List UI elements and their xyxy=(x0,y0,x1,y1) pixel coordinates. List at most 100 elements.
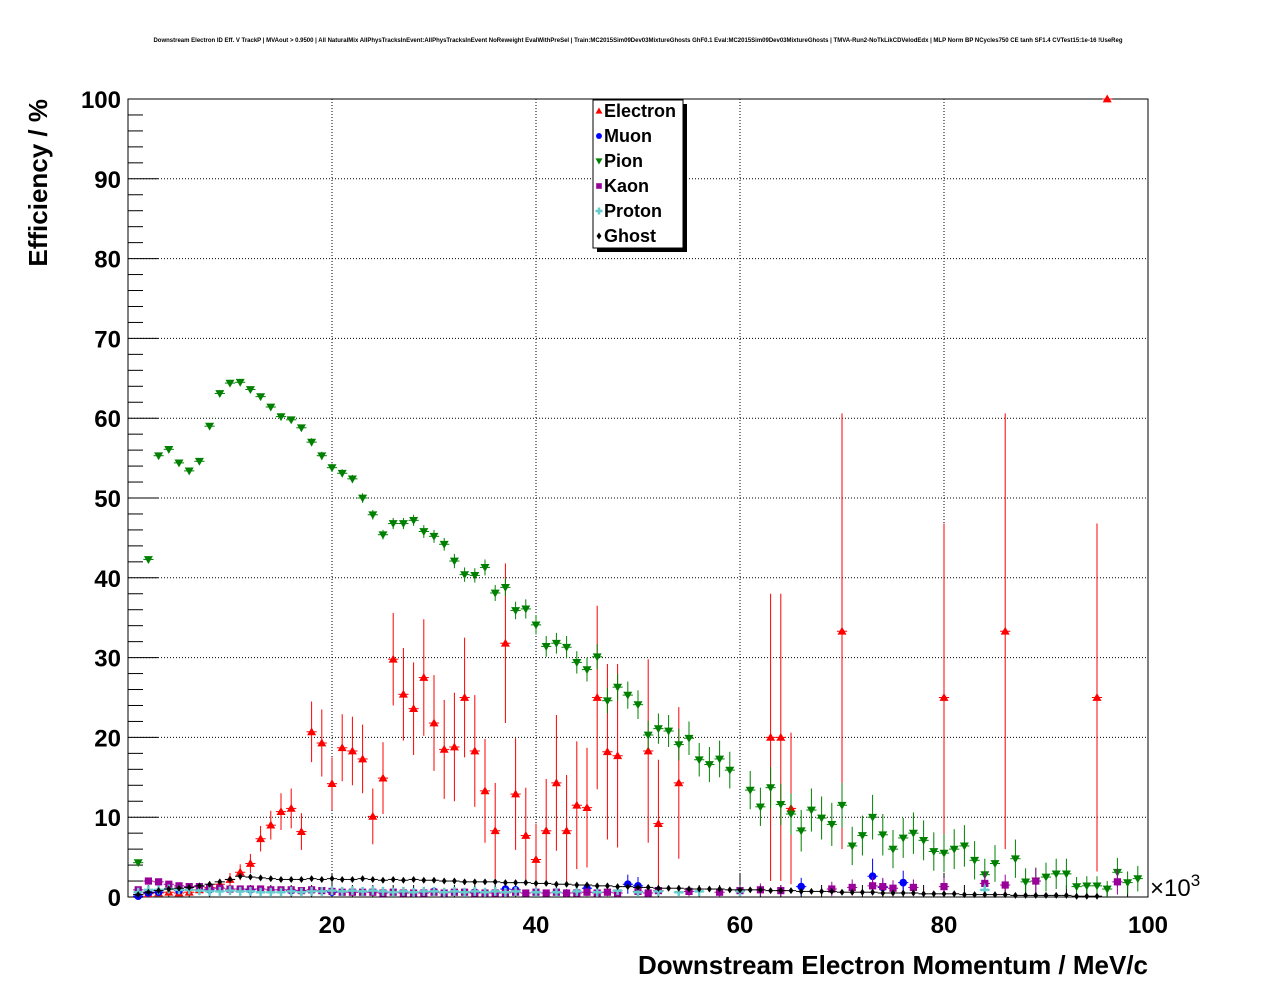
data-point xyxy=(368,886,378,896)
data-point xyxy=(480,564,490,572)
data-point xyxy=(727,886,733,894)
data-point xyxy=(258,874,264,882)
data-series xyxy=(133,94,1143,901)
data-point xyxy=(439,540,449,549)
data-point xyxy=(296,424,306,433)
data-point xyxy=(194,457,204,466)
data-point xyxy=(235,378,245,387)
data-point xyxy=(604,882,610,890)
data-point xyxy=(992,891,998,899)
data-point xyxy=(633,701,643,710)
data-point xyxy=(582,803,592,811)
data-point xyxy=(776,801,786,809)
tick-labels: 0 10 20 30 40 50 60 70 80 90 100 20 40 60 80 100 xyxy=(81,87,1168,939)
data-point xyxy=(327,464,337,473)
legend-entry-proton: Proton xyxy=(595,201,662,221)
data-point xyxy=(307,727,317,736)
data-point xyxy=(563,889,571,897)
data-point xyxy=(155,878,163,886)
data-point xyxy=(819,887,825,895)
data-point xyxy=(939,693,949,701)
data-point xyxy=(717,885,723,893)
data-point xyxy=(757,886,763,894)
data-point xyxy=(959,842,969,851)
data-point xyxy=(451,877,457,885)
data-point xyxy=(684,734,694,743)
data-point xyxy=(460,693,470,701)
data-point xyxy=(909,883,917,892)
y-tick-label: 40 xyxy=(94,566,121,593)
data-point xyxy=(1053,891,1059,899)
data-point xyxy=(1043,891,1049,899)
data-point xyxy=(562,643,572,652)
data-point xyxy=(1133,875,1143,884)
data-point xyxy=(1072,883,1082,892)
data-point xyxy=(1032,877,1040,885)
data-point xyxy=(511,607,521,616)
data-point xyxy=(1010,855,1020,864)
data-point xyxy=(378,886,388,896)
data-point xyxy=(797,882,806,891)
data-point xyxy=(286,803,296,812)
data-point xyxy=(551,887,561,897)
legend-entry-electron: Electron xyxy=(595,101,676,121)
data-point xyxy=(186,883,192,891)
data-point xyxy=(449,742,459,751)
legend-entry-pion: Pion xyxy=(595,151,643,171)
data-point xyxy=(207,880,213,888)
data-point xyxy=(1023,891,1029,899)
data-point xyxy=(603,888,611,896)
x-tick-label: 60 xyxy=(727,912,754,939)
data-point xyxy=(358,494,368,503)
legend-marker xyxy=(596,232,602,240)
data-point xyxy=(166,885,172,893)
data-point xyxy=(319,875,325,883)
data-point xyxy=(613,751,623,760)
data-point xyxy=(704,761,714,770)
data-point xyxy=(449,557,459,566)
data-point xyxy=(949,845,959,854)
data-point xyxy=(676,884,682,892)
data-point xyxy=(390,875,396,883)
data-point xyxy=(522,889,530,897)
data-point xyxy=(225,379,235,388)
data-point xyxy=(837,626,847,635)
chart-title: Downstream Electron ID Eff. V TrackP | M… xyxy=(153,38,1122,44)
data-point xyxy=(921,890,927,898)
data-point xyxy=(768,887,774,895)
data-point xyxy=(329,875,335,883)
data-point xyxy=(268,875,274,883)
data-point xyxy=(500,638,510,647)
data-point xyxy=(643,746,653,755)
data-point xyxy=(480,887,490,897)
legend-marker xyxy=(595,107,603,114)
data-point xyxy=(564,880,570,888)
data-point xyxy=(788,887,794,895)
data-point xyxy=(572,800,582,809)
data-point xyxy=(1102,94,1112,103)
data-point xyxy=(196,882,202,890)
data-point xyxy=(439,744,449,753)
data-point xyxy=(572,659,582,667)
data-point xyxy=(215,390,225,398)
data-point xyxy=(849,888,855,896)
data-point xyxy=(910,889,916,897)
y-tick-label: 60 xyxy=(94,406,121,433)
data-point xyxy=(462,878,468,886)
data-point xyxy=(470,746,480,755)
legend-label: Electron xyxy=(604,101,676,121)
data-point xyxy=(1092,882,1102,891)
data-point xyxy=(380,876,386,884)
legend-label: Kaon xyxy=(604,176,649,196)
y-axis-label: Efficiency / % xyxy=(23,99,53,267)
data-point xyxy=(1051,870,1061,879)
data-point xyxy=(531,621,541,630)
data-point xyxy=(360,875,366,883)
data-point xyxy=(981,879,989,888)
data-point xyxy=(970,856,980,865)
data-point xyxy=(145,888,151,896)
data-point xyxy=(144,877,152,885)
y-tick-label: 0 xyxy=(108,885,121,912)
data-point xyxy=(500,887,510,897)
data-point xyxy=(562,826,572,835)
